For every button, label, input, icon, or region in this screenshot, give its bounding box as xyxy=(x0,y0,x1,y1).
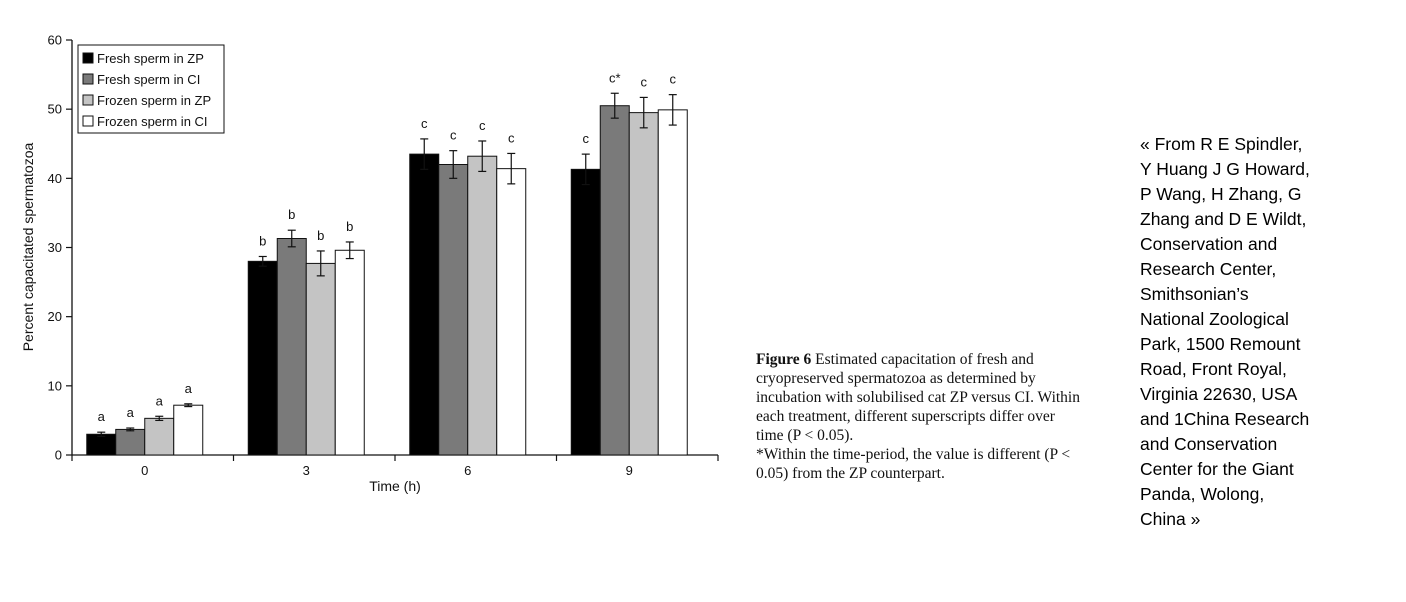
plot-layer: 0 10 20 30 40 50 60 0 a a a a 3 b b b b 6 c c c c 9 c c* c c xyxy=(48,33,719,478)
x-tick-label: 6 xyxy=(464,463,471,478)
bar xyxy=(599,105,630,456)
y-tick-label: 0 xyxy=(55,448,62,463)
x-axis-label: Time (h) xyxy=(369,478,421,494)
bar xyxy=(173,404,204,456)
bar xyxy=(247,260,278,456)
significance-label: b xyxy=(288,207,295,222)
legend-entry: Fresh sperm in ZP xyxy=(97,51,204,66)
y-axis-label: Percent capacitated spermatozoa xyxy=(20,143,36,352)
x-tick-label: 0 xyxy=(141,463,148,478)
legend-swatch xyxy=(82,52,94,64)
bar xyxy=(409,153,440,456)
significance-label: a xyxy=(185,381,193,396)
legend-swatch xyxy=(82,73,94,85)
bar xyxy=(438,164,469,456)
significance-label: c xyxy=(670,72,677,87)
significance-label: c xyxy=(479,118,486,133)
y-tick-label: 20 xyxy=(48,309,62,324)
significance-label: a xyxy=(127,405,135,420)
bar xyxy=(334,249,365,456)
caption-note: *Within the time-period, the value is di… xyxy=(756,446,1071,482)
bar xyxy=(86,433,117,456)
y-tick-label: 10 xyxy=(48,378,62,393)
bar xyxy=(144,417,175,456)
significance-label: c xyxy=(583,131,590,146)
legend-box xyxy=(77,44,225,134)
figure-caption: Figure 6 Estimated capacitation of fresh… xyxy=(756,350,1086,483)
significance-label: c xyxy=(421,116,428,131)
legend-swatch xyxy=(82,94,94,106)
x-tick-label: 9 xyxy=(626,463,633,478)
significance-label: c* xyxy=(609,70,621,85)
source-credit: « From R E Spindler, Y Huang J G Howard,… xyxy=(1140,134,1310,529)
bar xyxy=(467,155,498,456)
significance-label: a xyxy=(98,409,106,424)
legend: Fresh sperm in ZP Fresh sperm in CI Frozen… xyxy=(77,44,225,134)
bar xyxy=(276,238,307,456)
significance-label: b xyxy=(346,219,353,234)
legend-swatch xyxy=(82,115,94,127)
bar xyxy=(657,109,688,456)
significance-label: c xyxy=(450,128,457,143)
x-tick-label: 3 xyxy=(303,463,310,478)
bar xyxy=(115,428,146,456)
bar xyxy=(570,168,601,456)
bar xyxy=(628,112,659,456)
legend-entry: Frozen sperm in ZP xyxy=(97,93,211,108)
significance-label: b xyxy=(317,228,324,243)
legend-entry: Fresh sperm in CI xyxy=(97,72,200,87)
bar xyxy=(305,262,336,456)
significance-label: a xyxy=(156,393,164,408)
significance-label: b xyxy=(259,233,266,248)
bar xyxy=(496,168,527,456)
significance-label: c xyxy=(641,74,648,89)
legend-entry: Frozen sperm in CI xyxy=(97,114,208,129)
y-tick-label: 40 xyxy=(48,171,62,186)
y-tick-label: 60 xyxy=(48,33,62,48)
y-tick-label: 50 xyxy=(48,102,62,117)
y-tick-label: 30 xyxy=(48,240,62,255)
bar-chart: 0 10 20 30 40 50 60 0 a a a a 3 b b b b 6 c c c c 9 c c* c c Time … xyxy=(20,33,719,494)
significance-label: c xyxy=(508,130,515,145)
figure-label: Figure 6 xyxy=(756,351,812,368)
caption-text: Estimated capacitation of fresh and cryo… xyxy=(756,351,1080,444)
